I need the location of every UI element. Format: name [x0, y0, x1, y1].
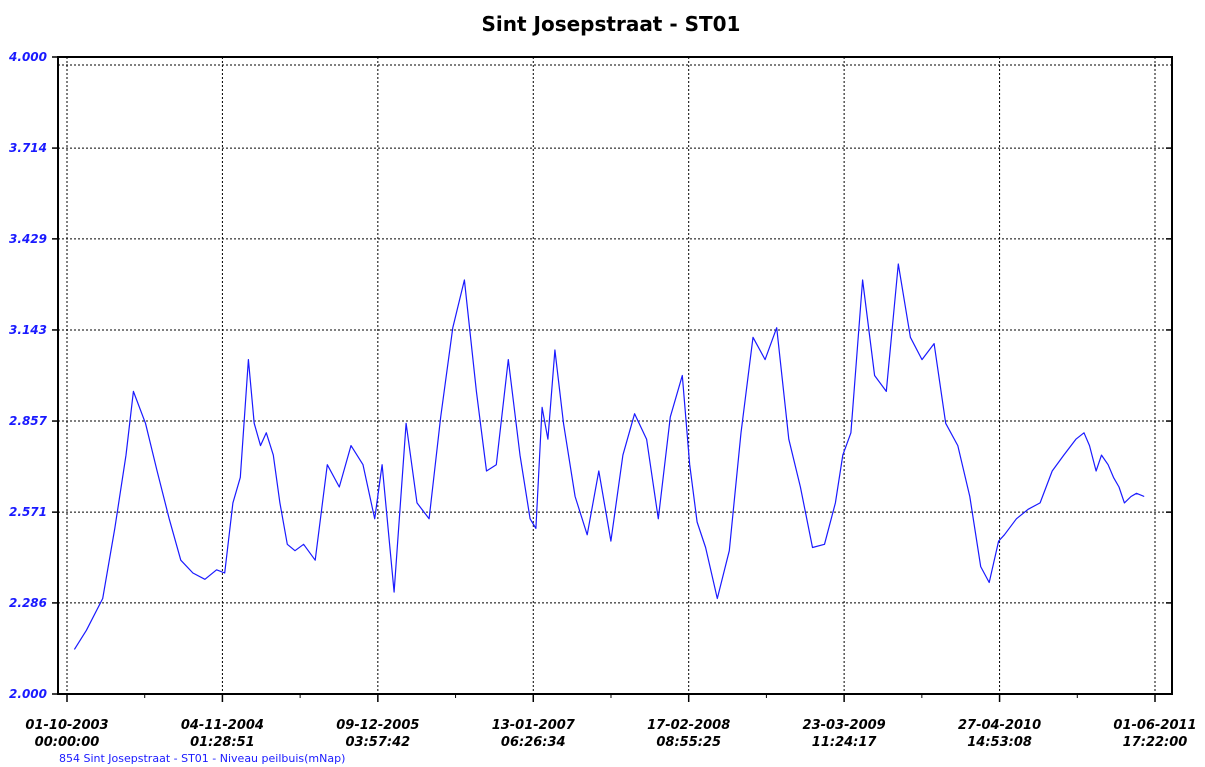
- y-tick-label: 4.000: [8, 50, 47, 64]
- x-tick-label-date: 01-06-2011: [1113, 718, 1196, 733]
- y-tick-label: 2.286: [9, 596, 47, 610]
- y-tick-label: 3.714: [9, 141, 47, 155]
- x-tick-label-date: 09-12-2005: [336, 718, 419, 733]
- legend-entry: 854 Sint Josepstraat - ST01 - Niveau pei…: [59, 752, 345, 765]
- x-tick-label-date: 01-10-2003: [25, 718, 108, 733]
- x-tick-label-time: 11:24:17: [812, 735, 878, 750]
- x-tick-label-date: 23-03-2009: [803, 718, 886, 733]
- y-tick-label: 3.429: [9, 232, 47, 246]
- series-line: [73, 263, 1145, 650]
- plot-area-frame: [57, 56, 1173, 695]
- y-tick-label: 2.571: [9, 505, 47, 519]
- y-tick-label: 2.000: [9, 687, 47, 701]
- x-tick-label-date: 13-01-2007: [492, 718, 576, 733]
- y-tick-label: 3.143: [9, 323, 47, 337]
- x-tick-label-time: 06:26:34: [501, 735, 566, 750]
- x-tick-label-time: 03:57:42: [346, 735, 411, 750]
- x-tick-label-date: 17-02-2008: [647, 718, 730, 733]
- x-axis: 01-10-2003 00:00:00 04-11-2004 01:28:51 09-1…: [25, 694, 1197, 750]
- x-tick-label-time: 14:53:08: [967, 735, 1032, 750]
- y-tick-label: 2.857: [9, 414, 48, 428]
- y-axis: 2.000 2.286 2.571 2.857 3.143 3.429 3.714 4.000: [8, 50, 1172, 701]
- x-tick-label-date: 27-04-2010: [958, 718, 1041, 733]
- x-tick-label-time: 08:55:25: [656, 735, 721, 750]
- x-tick-label-time: 00:00:00: [35, 735, 100, 750]
- chart-title: Sint Josepstraat - ST01: [482, 12, 741, 36]
- grid: [58, 57, 1172, 694]
- x-tick-label-time: 17:22:00: [1123, 735, 1188, 750]
- x-tick-label-time: 01:28:51: [190, 735, 255, 750]
- x-tick-label-date: 04-11-2004: [181, 718, 264, 733]
